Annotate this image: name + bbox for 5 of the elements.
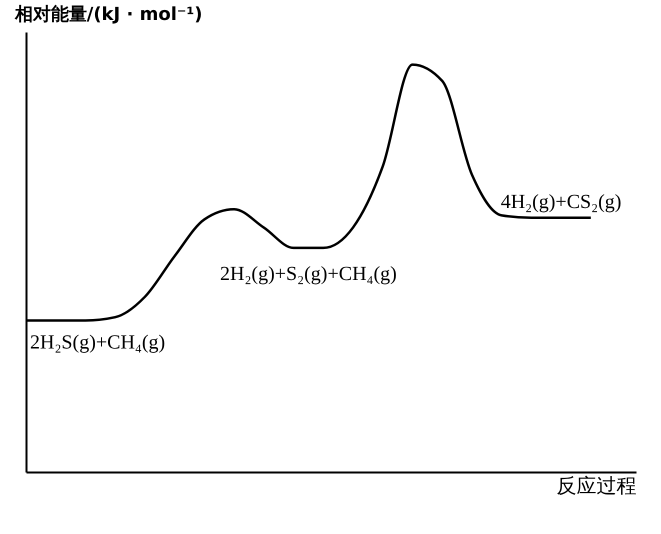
x-axis-title: 反应过程 <box>556 474 636 498</box>
y-axis-title: 相对能量/(kJ · mol⁻¹) <box>14 4 202 25</box>
annotation: 2H₂S(g)+CH₄(g) <box>30 331 166 354</box>
annotation: 4H₂(g)+CS₂(g) <box>500 190 622 213</box>
annotation: 2H₂(g)+S₂(g)+CH₄(g) <box>220 262 397 285</box>
